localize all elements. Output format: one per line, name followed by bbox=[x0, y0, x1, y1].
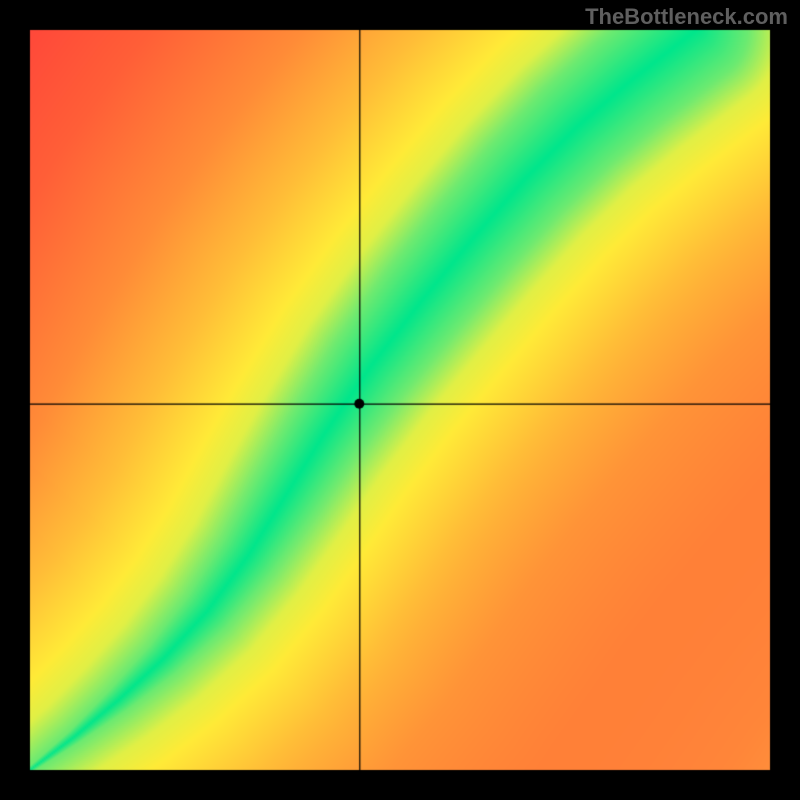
heatmap-canvas bbox=[0, 0, 800, 800]
chart-container: TheBottleneck.com bbox=[0, 0, 800, 800]
watermark-text: TheBottleneck.com bbox=[585, 4, 788, 30]
